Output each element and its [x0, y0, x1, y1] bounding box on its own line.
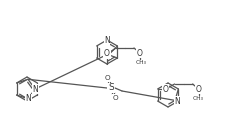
Text: N: N [104, 36, 110, 45]
Text: S: S [108, 83, 114, 92]
Text: O: O [112, 95, 118, 101]
Text: O: O [163, 85, 169, 93]
Text: N: N [174, 96, 180, 105]
Text: O: O [196, 85, 201, 93]
Text: CH₃: CH₃ [193, 96, 204, 102]
Text: N: N [33, 85, 38, 93]
Text: O: O [104, 75, 110, 81]
Text: O: O [104, 49, 110, 58]
Text: CH₃: CH₃ [136, 61, 147, 65]
Text: N: N [26, 94, 31, 103]
Text: O: O [137, 48, 143, 58]
